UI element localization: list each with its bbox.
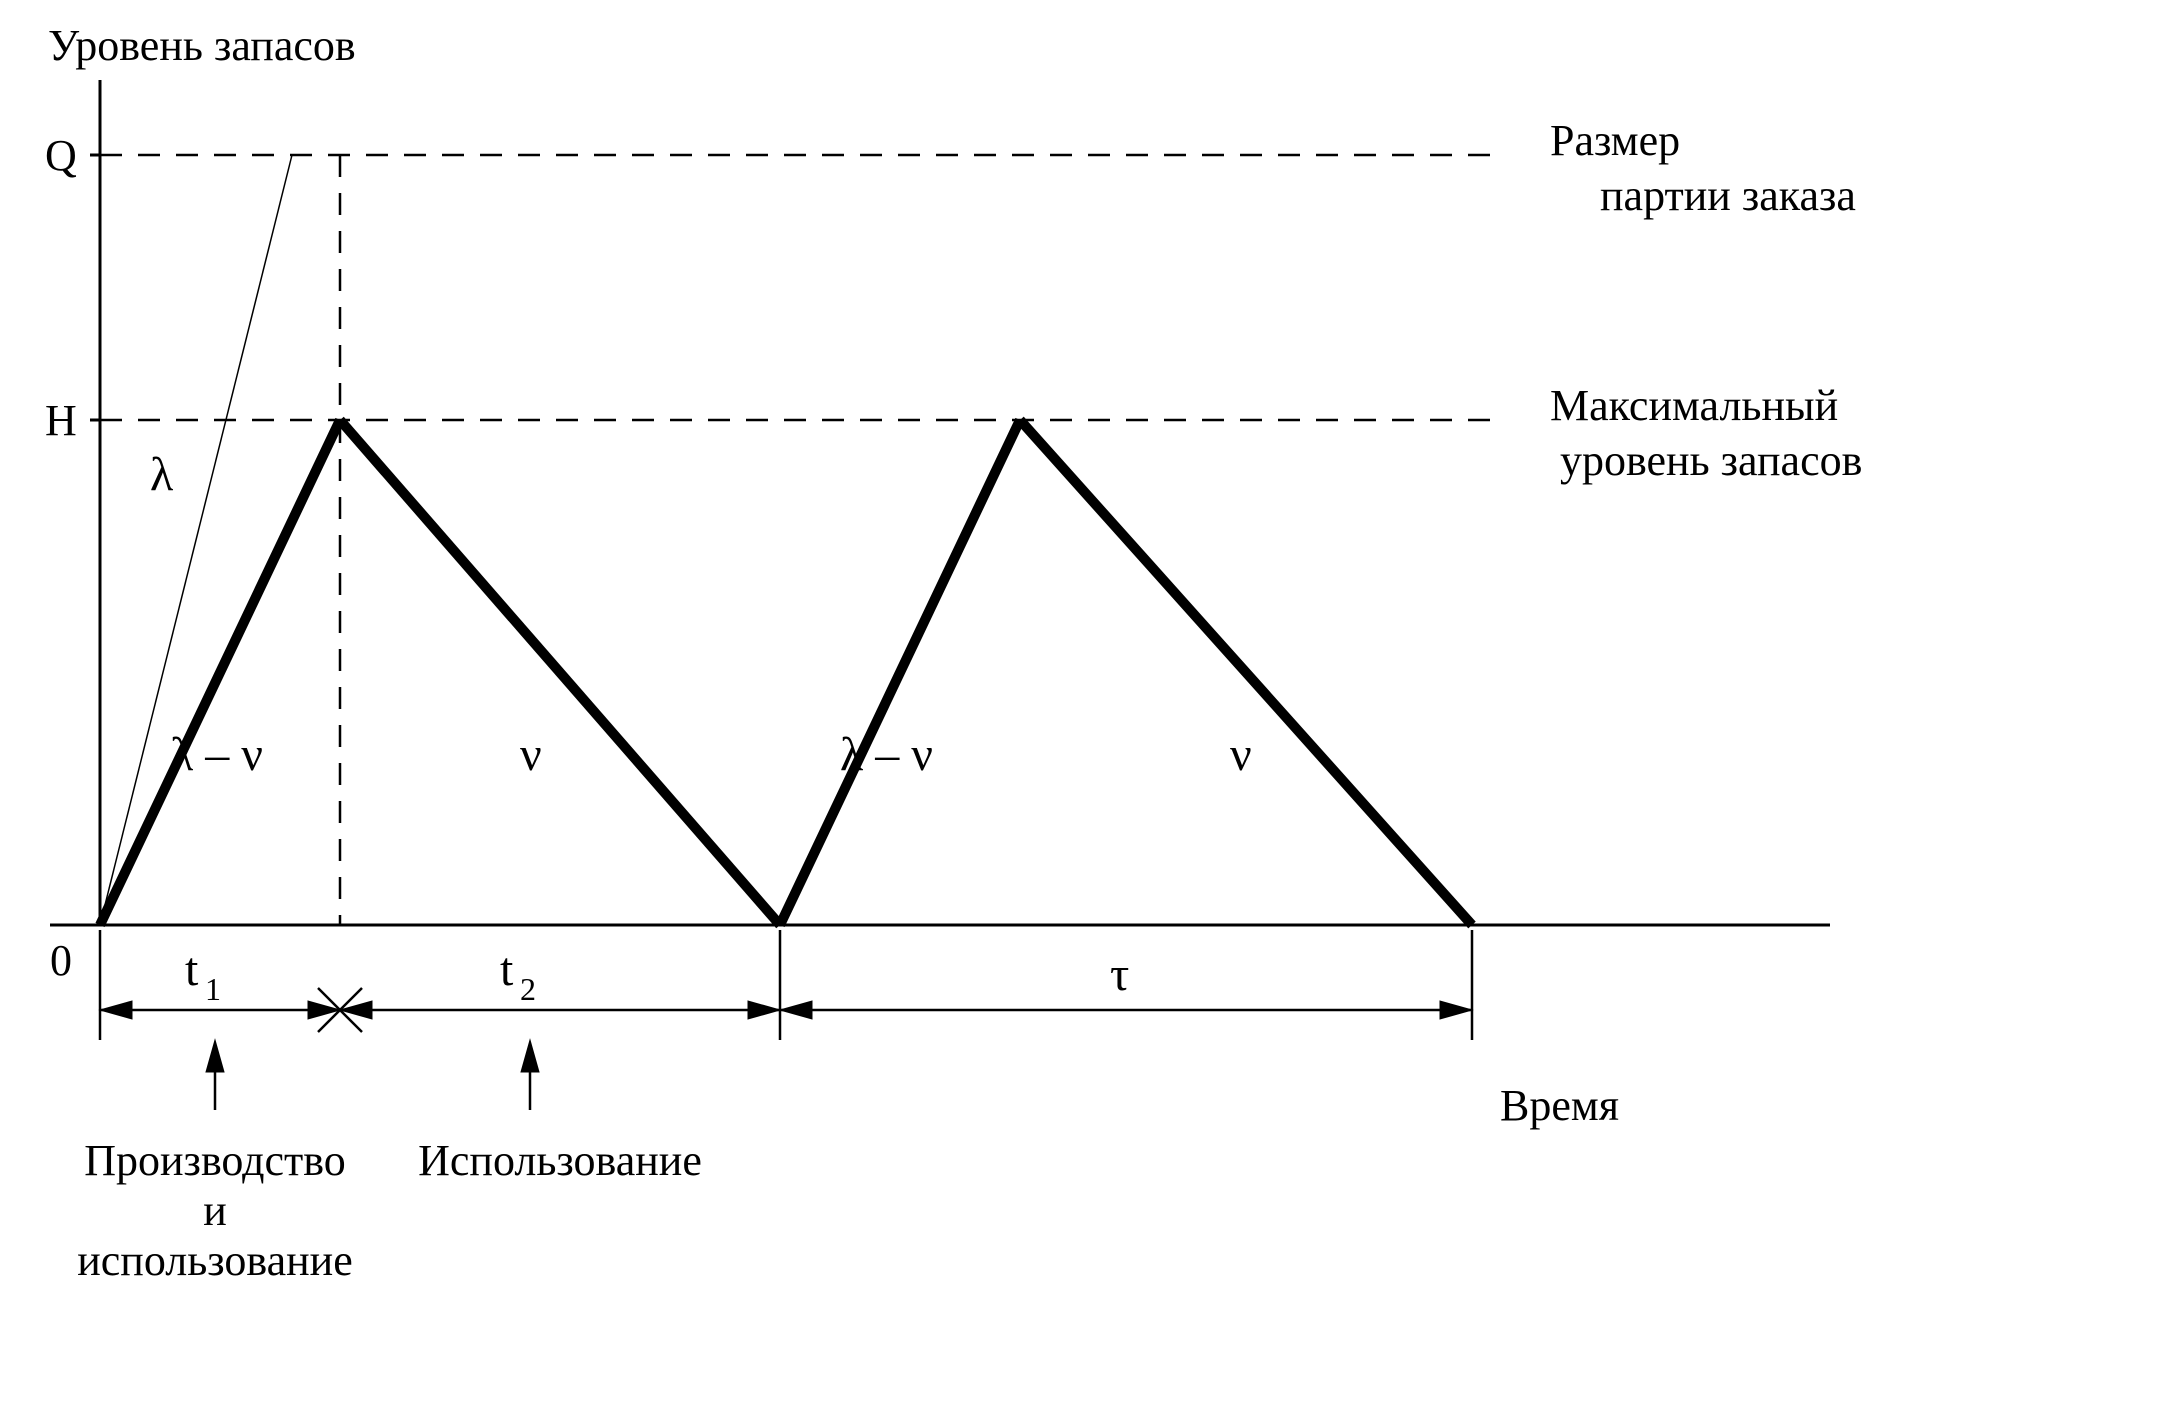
t1-caption-3: использование: [77, 1236, 353, 1285]
h-tick-label: H: [45, 396, 77, 445]
x-axis-title: Время: [1500, 1081, 1619, 1130]
y-axis-title: Уровень запасов: [48, 21, 356, 70]
cycle2-rise: [780, 420, 1020, 925]
diagram-container: Уровень запасов Время Q H 0 Размер парти…: [0, 0, 2164, 1403]
q-annot-2: партии заказа: [1600, 171, 1856, 220]
cycle1-down-label: ν: [520, 728, 542, 781]
cycle2-down-label: ν: [1230, 728, 1252, 781]
tau-arrow-left: [780, 1001, 812, 1019]
t2-arrow-right: [748, 1001, 780, 1019]
t1-arrow-left: [100, 1001, 132, 1019]
t1-sub: 1: [205, 971, 221, 1007]
lambda-thin-line: [100, 155, 292, 925]
tau-label: τ: [1110, 948, 1129, 1001]
cycle2-fall: [1020, 420, 1472, 925]
t2-caption: Использование: [418, 1136, 702, 1185]
tau-arrow-right: [1440, 1001, 1472, 1019]
cycle1-fall: [340, 420, 780, 925]
t2-label: t: [500, 943, 514, 996]
h-annot-2: уровень запасов: [1560, 436, 1862, 485]
cycle1-rise: [100, 420, 340, 925]
t1-label: t: [185, 943, 199, 996]
q-annot-1: Размер: [1550, 116, 1680, 165]
lambda-label: λ: [150, 448, 174, 501]
h-annot-1: Максимальный: [1550, 381, 1838, 430]
inventory-diagram: Уровень запасов Время Q H 0 Размер парти…: [0, 0, 2164, 1403]
t2-pointer-arrow: [521, 1040, 539, 1072]
t1-pointer-arrow: [206, 1040, 224, 1072]
t2-sub: 2: [520, 971, 536, 1007]
q-tick-label: Q: [45, 131, 77, 180]
origin-label: 0: [50, 936, 72, 985]
t1-caption-2: и: [203, 1186, 227, 1235]
cycle1-up-label: λ – ν: [170, 728, 263, 781]
cycle2-up-label: λ – ν: [840, 728, 933, 781]
t1-caption-1: Производство: [84, 1136, 346, 1185]
